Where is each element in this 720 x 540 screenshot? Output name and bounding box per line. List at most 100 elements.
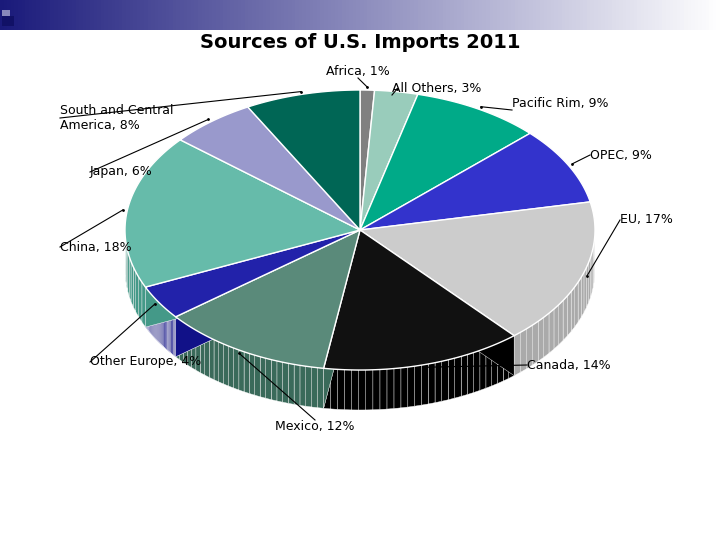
Bar [94,0,98,30]
Polygon shape [575,282,578,327]
Polygon shape [492,343,498,386]
Bar [439,0,444,30]
Bar [691,0,696,30]
Polygon shape [387,368,394,409]
Bar [173,0,177,30]
Polygon shape [581,273,584,318]
Bar [0,0,4,30]
Bar [367,0,372,30]
Bar [299,0,303,30]
Bar [266,0,271,30]
Polygon shape [323,230,360,408]
Polygon shape [323,368,330,409]
Bar [623,0,627,30]
Polygon shape [255,355,260,397]
Polygon shape [559,300,563,345]
Bar [533,0,537,30]
Bar [223,0,228,30]
Bar [554,0,559,30]
Polygon shape [160,303,161,344]
Bar [576,0,580,30]
Polygon shape [158,302,160,343]
Bar [518,0,523,30]
Text: Mexico, 12%: Mexico, 12% [275,420,355,433]
Bar [497,0,501,30]
Bar [392,0,397,30]
Polygon shape [590,253,592,298]
Bar [162,0,166,30]
Bar [472,0,476,30]
Bar [608,0,613,30]
Bar [605,0,609,30]
Polygon shape [467,353,474,395]
Polygon shape [567,292,571,336]
Bar [698,0,703,30]
Polygon shape [435,361,441,403]
Polygon shape [125,140,360,287]
Polygon shape [514,332,521,376]
Bar [47,0,51,30]
Polygon shape [480,348,486,390]
Bar [292,0,296,30]
Text: Pacific Rim, 9%: Pacific Rim, 9% [512,97,608,110]
Bar [155,0,159,30]
Bar [652,0,656,30]
Text: OPEC, 9%: OPEC, 9% [590,148,652,161]
Bar [198,0,202,30]
Bar [202,0,206,30]
Bar [529,0,534,30]
Polygon shape [161,305,163,346]
Bar [385,0,390,30]
Bar [7,0,12,30]
Polygon shape [234,348,239,390]
Bar [544,0,548,30]
Bar [2,16,14,26]
Polygon shape [260,357,266,398]
Bar [436,0,440,30]
Bar [281,0,285,30]
Polygon shape [323,230,514,370]
Polygon shape [526,325,533,369]
Polygon shape [147,289,148,330]
Bar [11,0,15,30]
Polygon shape [360,94,530,230]
Bar [598,0,602,30]
Polygon shape [172,314,173,355]
Bar [583,0,588,30]
Bar [140,0,145,30]
Bar [407,0,411,30]
Bar [443,0,447,30]
Polygon shape [509,336,514,379]
Bar [641,0,645,30]
Bar [425,0,429,30]
Polygon shape [539,318,544,361]
Polygon shape [192,328,196,370]
Bar [522,0,526,30]
Polygon shape [179,320,184,362]
Bar [227,0,231,30]
Polygon shape [145,287,146,328]
Bar [310,0,314,30]
Polygon shape [154,298,156,339]
Polygon shape [153,297,154,338]
Polygon shape [266,358,271,400]
Polygon shape [214,340,219,382]
Bar [482,0,487,30]
Bar [446,0,451,30]
Bar [29,0,33,30]
Polygon shape [176,317,179,360]
Polygon shape [150,294,151,335]
Text: South and Central
America, 8%: South and Central America, 8% [60,104,174,132]
Polygon shape [219,342,224,384]
Bar [338,0,343,30]
Polygon shape [584,268,586,313]
Polygon shape [167,310,168,351]
Polygon shape [168,311,169,352]
Text: Japan, 6%: Japan, 6% [90,165,153,179]
Polygon shape [486,346,492,388]
Polygon shape [306,366,312,407]
Polygon shape [145,230,360,317]
Polygon shape [330,369,338,409]
Polygon shape [592,248,593,293]
Bar [536,0,541,30]
